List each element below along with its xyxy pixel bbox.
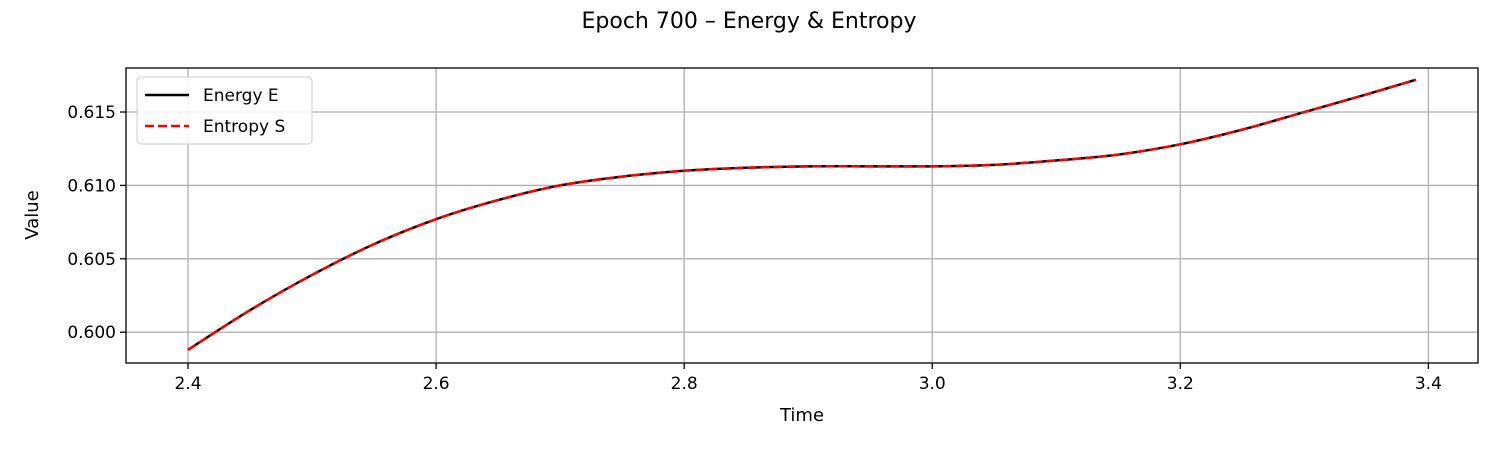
y-axis-ticks: 0.600 0.605 0.610 0.615	[67, 103, 126, 343]
x-tick-label: 3.0	[919, 374, 946, 394]
x-tick-label: 3.2	[1167, 374, 1194, 394]
legend-label-entropy: Entropy S	[203, 117, 285, 137]
y-tick-label: 0.615	[67, 103, 116, 123]
series-line-entropy	[187, 78, 1417, 351]
x-axis-ticks: 2.4 2.6 2.8 3.0 3.2 3.4	[174, 363, 1442, 394]
x-tick-label: 2.6	[423, 374, 450, 394]
x-tick-label: 2.8	[671, 374, 698, 394]
legend-label-energy: Energy E	[203, 86, 279, 106]
plot-frame	[125, 67, 1479, 364]
x-axis-label: Time	[779, 405, 824, 426]
y-tick-label: 0.605	[67, 250, 116, 270]
legend: Energy E Entropy S	[136, 76, 313, 145]
x-tick-label: 2.4	[174, 374, 201, 394]
y-axis-label: Value	[22, 190, 43, 239]
x-tick-label: 3.4	[1415, 374, 1442, 394]
series-lines	[187, 78, 1417, 351]
y-tick-label: 0.600	[67, 323, 116, 343]
grid-lines	[126, 68, 1478, 363]
series-line-energy	[187, 78, 1417, 351]
chart-title: Epoch 700 – Energy & Entropy	[582, 9, 917, 34]
y-tick-label: 0.610	[67, 176, 116, 196]
